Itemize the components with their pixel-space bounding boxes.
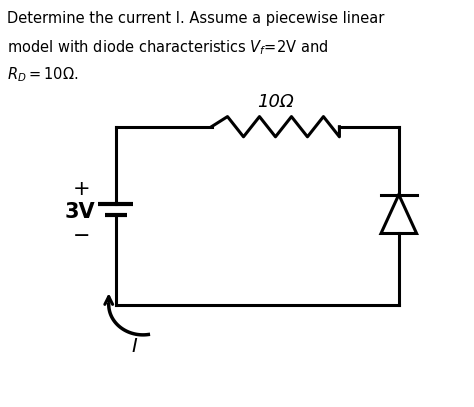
Text: +: + xyxy=(73,179,90,199)
Text: −: − xyxy=(73,226,90,246)
Text: $R_D = 10\Omega$.: $R_D = 10\Omega$. xyxy=(7,65,78,84)
Text: Determine the current I. Assume a piecewise linear: Determine the current I. Assume a piecew… xyxy=(7,11,384,26)
Text: 3V: 3V xyxy=(64,201,95,221)
Text: $I$: $I$ xyxy=(131,337,138,356)
Text: 10Ω: 10Ω xyxy=(257,93,294,111)
Text: model with diode characteristics $V_f$=2V and: model with diode characteristics $V_f$=2… xyxy=(7,39,328,57)
